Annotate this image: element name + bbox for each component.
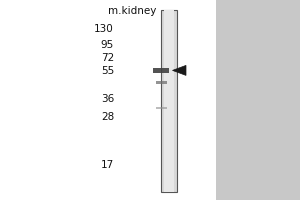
Bar: [160, 10, 177, 192]
Bar: [164, 10, 174, 192]
Text: 95: 95: [101, 40, 114, 50]
Bar: [0, 0, 216, 200]
Text: 17: 17: [101, 160, 114, 170]
Text: 55: 55: [101, 66, 114, 76]
Bar: [155, 107, 167, 109]
Polygon shape: [172, 65, 186, 75]
Text: 130: 130: [94, 24, 114, 34]
Text: m.kidney: m.kidney: [108, 6, 156, 16]
Text: 28: 28: [101, 112, 114, 122]
Text: 72: 72: [101, 53, 114, 63]
Bar: [153, 68, 169, 73]
Bar: [155, 81, 167, 84]
Text: 36: 36: [101, 94, 114, 104]
